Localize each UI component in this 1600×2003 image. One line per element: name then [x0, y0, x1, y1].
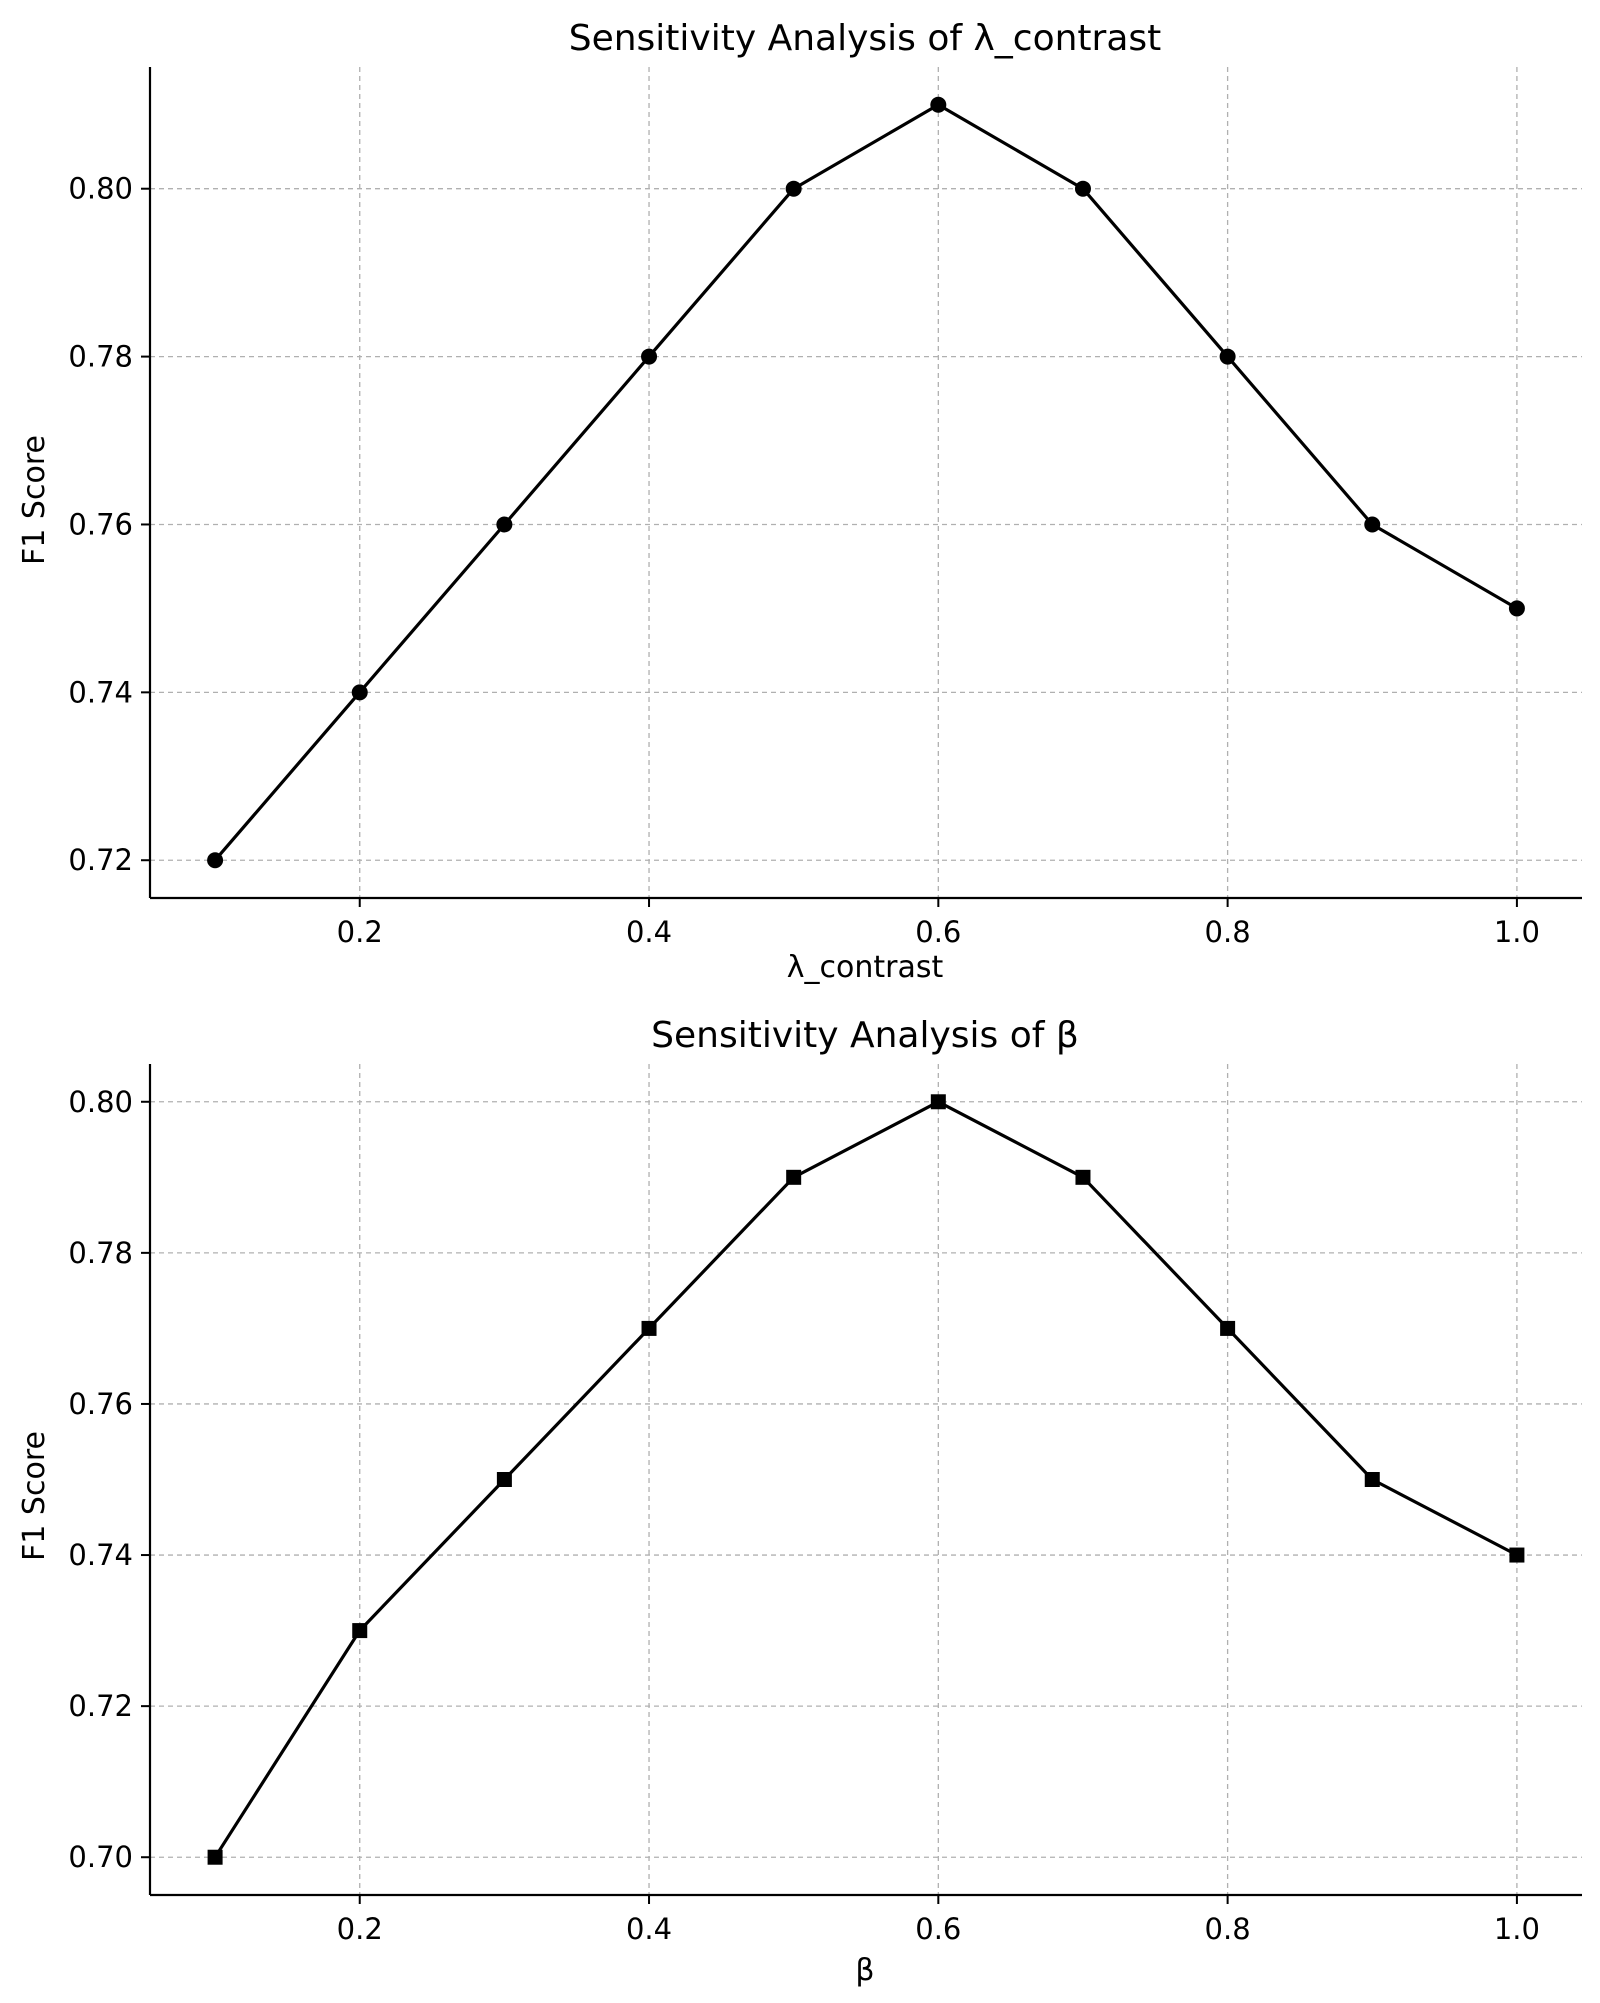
data-point-marker — [786, 1169, 802, 1185]
y-axis-label: F1 Score — [17, 435, 52, 565]
x-tick-label: 1.0 — [1494, 915, 1540, 949]
data-point-marker — [785, 180, 802, 197]
chart-title: Sensitivity Analysis of β — [651, 1015, 1079, 1056]
data-point-marker — [1364, 1472, 1380, 1487]
data-point-marker — [641, 348, 658, 365]
series-line — [213, 103, 1518, 862]
chart-panel-lambda-contrast: Sensitivity Analysis of λ_contrast 0.2 0.… — [17, 18, 1582, 985]
data-point-marker — [930, 1094, 946, 1110]
grid — [150, 67, 1582, 898]
y-tick-label: 0.80 — [68, 172, 133, 206]
y-tick-label: 0.78 — [68, 340, 133, 374]
x-tick-label: 0.8 — [1205, 1912, 1251, 1946]
grid — [150, 1064, 1582, 1895]
x-tick-label: 0.6 — [915, 1912, 961, 1946]
axes — [148, 1064, 1582, 1897]
x-axis-label: λ_contrast — [787, 950, 944, 985]
x-tick-label: 0.6 — [915, 915, 961, 949]
y-tick-label: 0.70 — [68, 1840, 133, 1874]
y-tick-label: 0.76 — [68, 507, 133, 541]
x-tick-label: 0.4 — [626, 1912, 672, 1946]
y-axis-label: F1 Score — [17, 1431, 52, 1561]
x-tick-label: 0.8 — [1205, 915, 1251, 949]
y-tick-label: 0.78 — [68, 1236, 133, 1270]
data-point-marker — [352, 1623, 368, 1639]
data-point-marker — [1364, 516, 1381, 533]
series-lambda-contrast — [207, 96, 1525, 869]
data-point-marker — [207, 1849, 223, 1865]
y-tick-label: 0.72 — [68, 1689, 133, 1723]
data-point-marker — [641, 1320, 657, 1336]
data-point-marker — [496, 1472, 512, 1487]
data-point-marker — [930, 96, 947, 113]
y-axis-ticks: 0.70 0.72 0.74 0.76 0.78 0.80 — [68, 1085, 150, 1874]
x-axis-ticks: 0.2 0.4 0.6 0.8 1.0 — [337, 898, 1540, 949]
chart-panel-beta: Sensitivity Analysis of β 0.2 0.4 0.6 0.8 1.… — [17, 1015, 1582, 1988]
data-point-marker — [1220, 1320, 1236, 1336]
data-point-marker — [1509, 1547, 1525, 1563]
data-point-marker — [1075, 1169, 1091, 1185]
x-tick-label: 0.2 — [337, 1912, 383, 1946]
y-tick-label: 0.74 — [68, 1538, 133, 1572]
y-tick-label: 0.80 — [68, 1085, 133, 1119]
series-line — [213, 1100, 1518, 1859]
series-beta — [207, 1094, 1525, 1865]
data-point-marker — [1074, 180, 1091, 197]
y-axis-ticks: 0.72 0.74 0.76 0.78 0.80 — [68, 172, 150, 877]
x-tick-label: 0.4 — [626, 915, 672, 949]
y-tick-label: 0.72 — [68, 843, 133, 877]
x-axis-label: β — [855, 1953, 874, 1988]
y-tick-label: 0.76 — [68, 1387, 133, 1421]
y-tick-label: 0.74 — [68, 675, 133, 709]
data-point-marker — [351, 684, 368, 701]
data-point-marker — [207, 852, 224, 869]
data-point-marker — [1219, 348, 1236, 365]
axes — [148, 67, 1582, 900]
x-tick-label: 1.0 — [1494, 1912, 1540, 1946]
data-point-marker — [496, 516, 513, 533]
chart-title: Sensitivity Analysis of λ_contrast — [569, 18, 1162, 59]
x-tick-label: 0.2 — [337, 915, 383, 949]
x-axis-ticks: 0.2 0.4 0.6 0.8 1.0 — [337, 1895, 1540, 1946]
data-point-marker — [1508, 600, 1525, 617]
